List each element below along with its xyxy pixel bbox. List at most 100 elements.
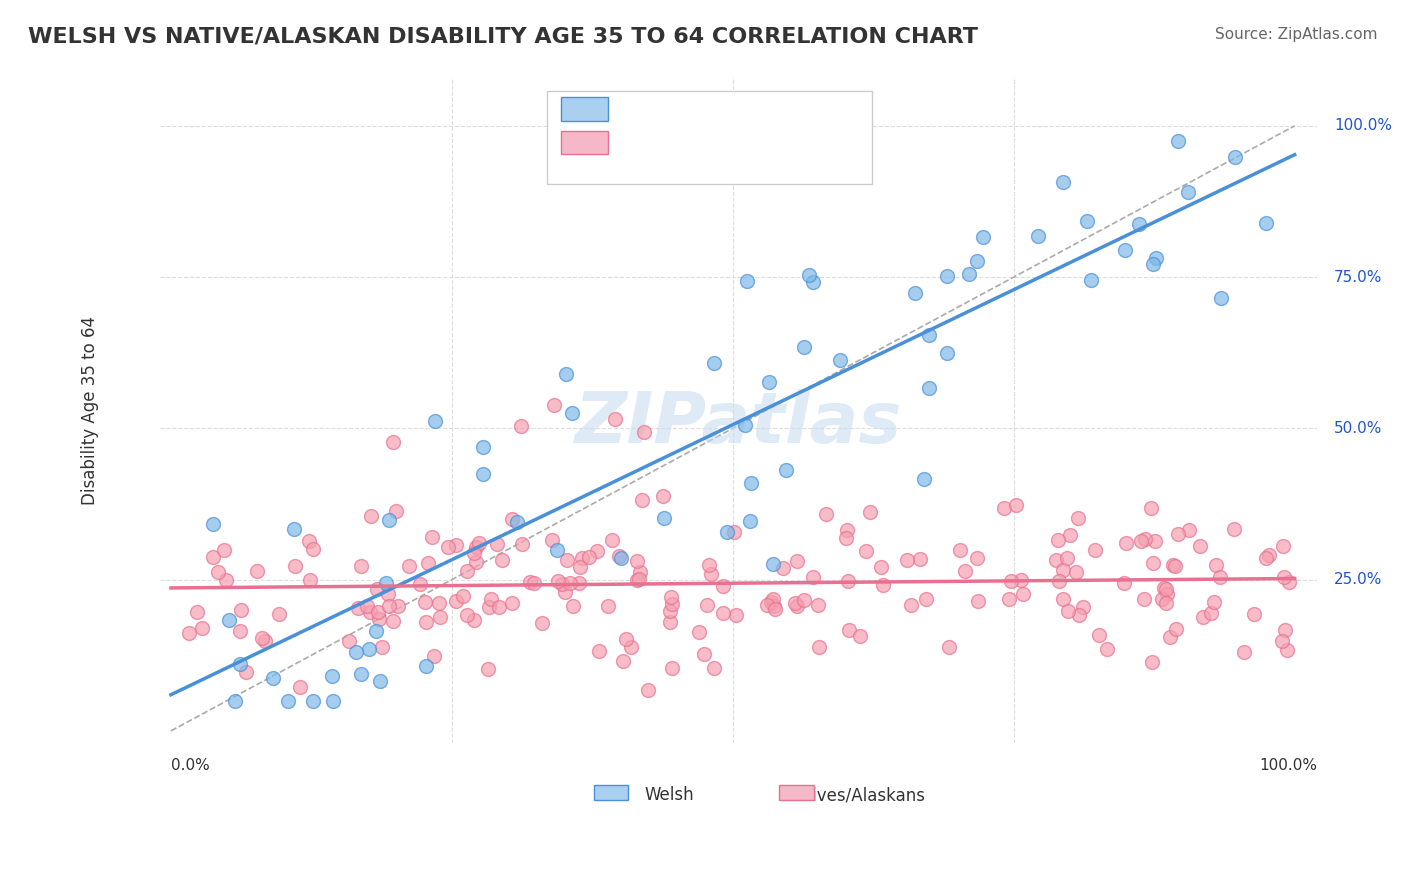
Point: [908, 551, 931, 566]
Point: [912, 472, 935, 486]
Point: [1000, 574, 1022, 588]
Point: [1272, 539, 1295, 553]
Point: [935, 346, 957, 360]
Point: [598, 599, 620, 613]
Point: [855, 544, 877, 558]
Point: [477, 662, 499, 676]
Point: [519, 575, 541, 590]
Point: [835, 531, 858, 545]
Point: [1129, 533, 1152, 548]
Point: [740, 475, 762, 490]
Text: 100.0%: 100.0%: [1260, 758, 1317, 773]
Point: [1005, 499, 1028, 513]
Point: [735, 274, 758, 288]
Point: [1208, 569, 1230, 583]
Point: [356, 599, 378, 613]
Point: [235, 665, 257, 679]
Point: [1154, 582, 1177, 596]
Point: [807, 598, 830, 612]
Point: [1189, 539, 1212, 553]
Point: [370, 674, 392, 689]
Point: [837, 574, 859, 588]
Point: [762, 591, 785, 606]
Point: [283, 522, 305, 536]
Point: [381, 614, 404, 628]
Point: [716, 524, 738, 539]
Point: [337, 633, 360, 648]
Point: [1178, 523, 1201, 537]
Point: [560, 406, 582, 420]
Point: [422, 648, 444, 663]
Point: [488, 600, 510, 615]
FancyBboxPatch shape: [547, 91, 872, 184]
Point: [966, 550, 988, 565]
Point: [543, 398, 565, 412]
Point: [612, 654, 634, 668]
Point: [298, 533, 321, 548]
Point: [302, 693, 325, 707]
Point: [1047, 574, 1070, 589]
Point: [207, 565, 229, 579]
Point: [1156, 587, 1178, 601]
Point: [654, 510, 676, 524]
Point: [600, 533, 623, 547]
Point: [614, 632, 637, 646]
Point: [1071, 599, 1094, 614]
Point: [1243, 607, 1265, 621]
Point: [935, 269, 957, 284]
Point: [547, 574, 569, 589]
Point: [972, 230, 994, 244]
Point: [551, 576, 574, 591]
Point: [1156, 596, 1178, 610]
Bar: [779, 785, 814, 799]
Point: [610, 551, 633, 566]
Point: [429, 610, 451, 624]
Point: [228, 657, 250, 672]
Point: [253, 634, 276, 648]
Text: R = 0.607   N =  62: R = 0.607 N = 62: [626, 101, 832, 119]
Point: [322, 693, 344, 707]
Point: [1080, 273, 1102, 287]
Point: [633, 425, 655, 440]
Point: [693, 647, 716, 661]
Text: ZIPatlas: ZIPatlas: [575, 389, 903, 458]
Point: [761, 595, 783, 609]
Point: [661, 598, 683, 612]
Point: [479, 591, 502, 606]
Point: [1167, 526, 1189, 541]
Point: [1140, 501, 1163, 516]
Point: [998, 591, 1021, 606]
Point: [797, 268, 820, 282]
Point: [1052, 563, 1074, 577]
Point: [510, 537, 533, 551]
Point: [571, 551, 593, 566]
Point: [1140, 655, 1163, 669]
Point: [1201, 606, 1223, 620]
Point: [464, 556, 486, 570]
Point: [763, 602, 786, 616]
Point: [828, 352, 851, 367]
Point: [1164, 559, 1187, 574]
Point: [724, 608, 747, 623]
Point: [418, 556, 440, 570]
Point: [966, 253, 988, 268]
Point: [1274, 623, 1296, 637]
Point: [1272, 570, 1295, 584]
Point: [531, 616, 554, 631]
Point: [1087, 628, 1109, 642]
Point: [541, 533, 564, 548]
Point: [486, 537, 509, 551]
Point: [1012, 587, 1035, 601]
Point: [554, 584, 576, 599]
Point: [420, 531, 443, 545]
Point: [1204, 595, 1226, 609]
Point: [177, 626, 200, 640]
Point: [523, 576, 546, 591]
Point: [1223, 150, 1246, 164]
Point: [1142, 257, 1164, 271]
Point: [763, 599, 786, 613]
Point: [506, 516, 529, 530]
Point: [966, 594, 988, 608]
Point: [509, 418, 531, 433]
Point: [1209, 292, 1232, 306]
